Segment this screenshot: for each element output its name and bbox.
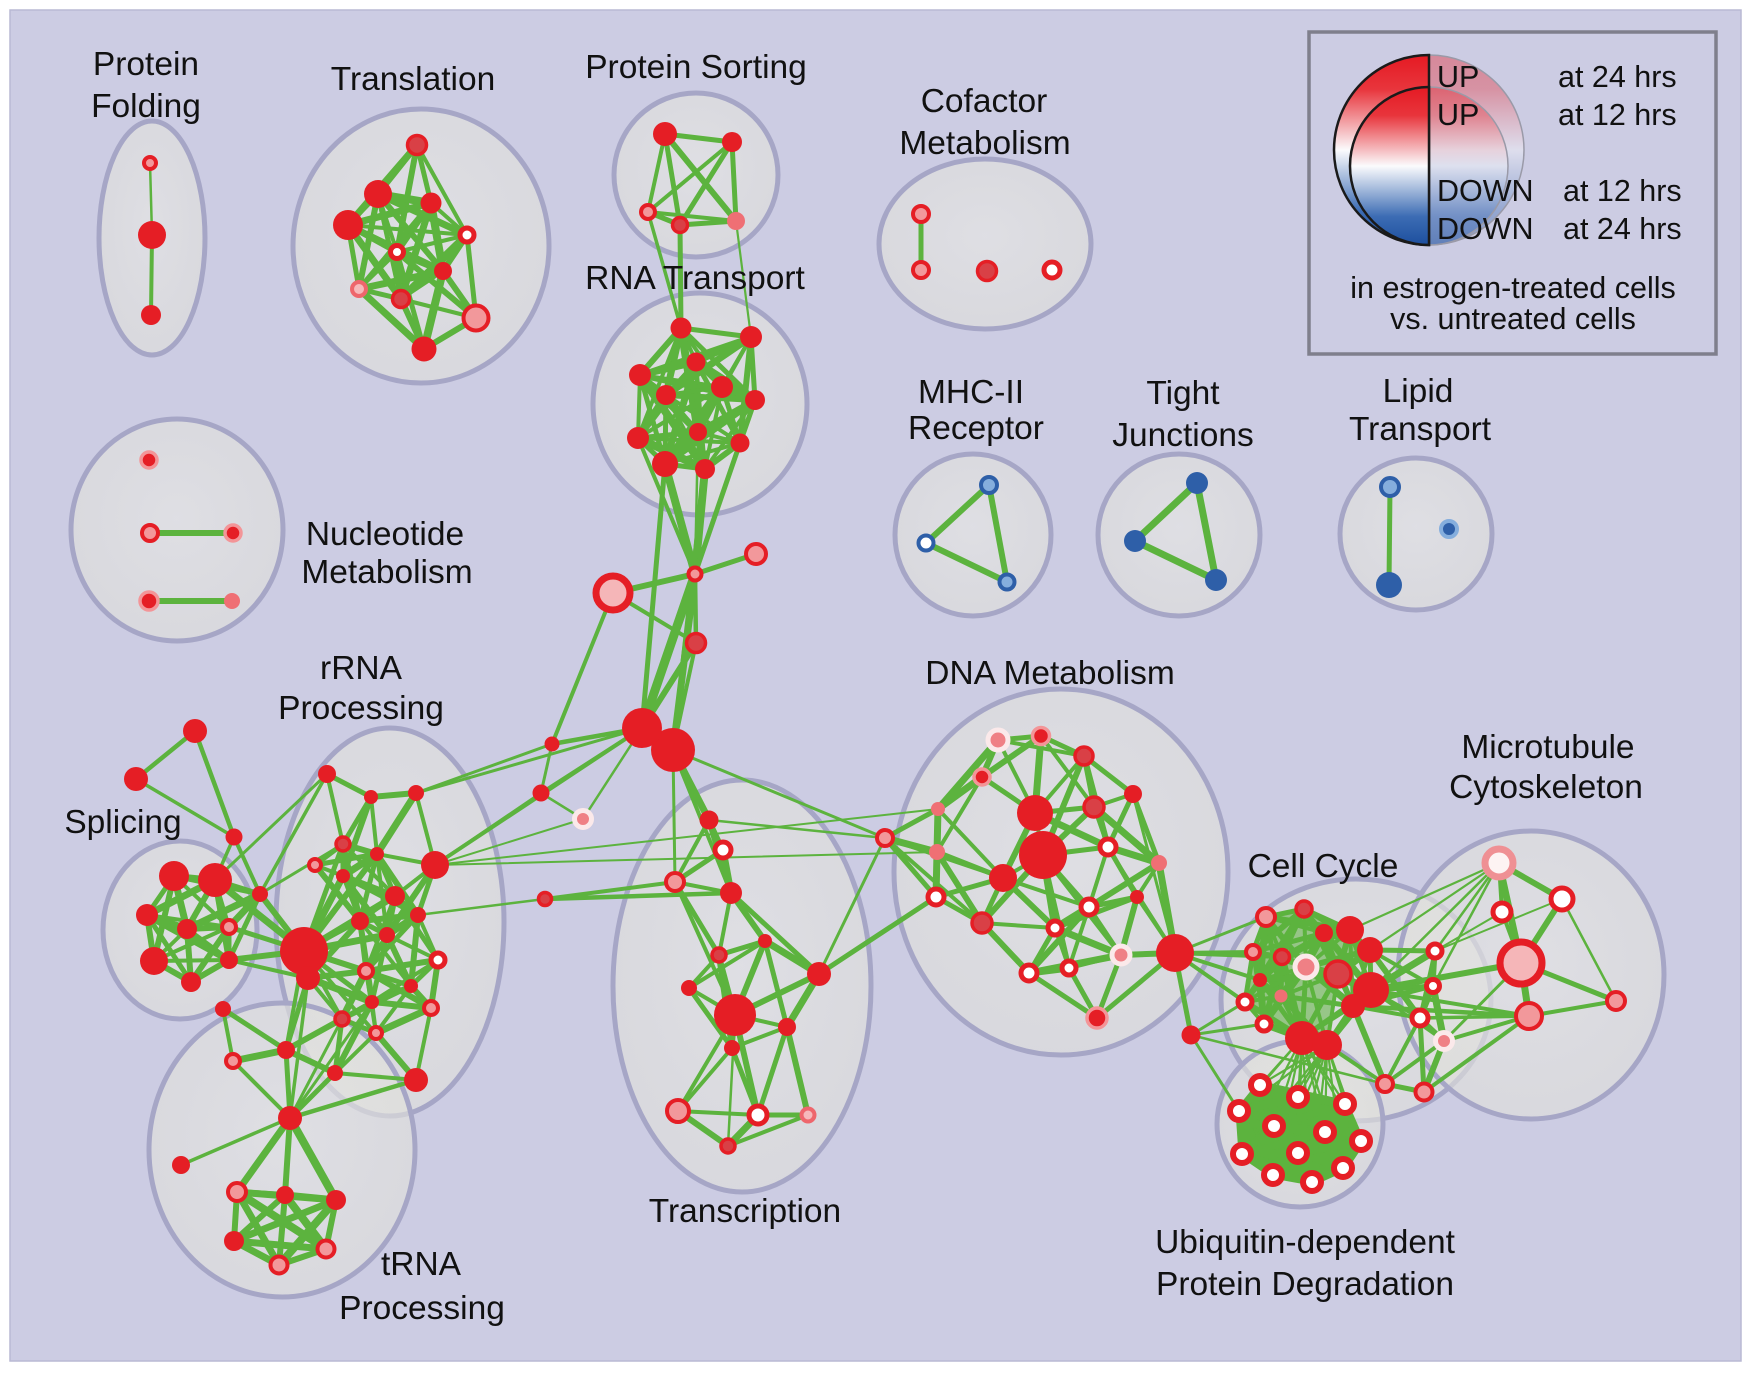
svg-text:Processing: Processing xyxy=(278,690,444,727)
svg-text:Receptor: Receptor xyxy=(908,410,1044,447)
svg-text:DNA Metabolism: DNA Metabolism xyxy=(925,655,1174,692)
svg-text:DOWN: DOWN xyxy=(1437,212,1534,246)
svg-text:Translation: Translation xyxy=(331,61,495,98)
svg-text:tRNA: tRNA xyxy=(381,1246,462,1283)
svg-text:Ubiquitin-dependent: Ubiquitin-dependent xyxy=(1155,1224,1456,1261)
svg-text:Splicing: Splicing xyxy=(64,804,181,841)
svg-text:RNA Transport: RNA Transport xyxy=(585,260,805,297)
svg-text:Processing: Processing xyxy=(339,1290,505,1327)
svg-text:Metabolism: Metabolism xyxy=(301,554,472,591)
svg-text:UP: UP xyxy=(1437,98,1479,132)
svg-text:Protein Degradation: Protein Degradation xyxy=(1156,1266,1454,1303)
svg-text:in estrogen-treated cells: in estrogen-treated cells xyxy=(1350,271,1676,305)
svg-text:Cytoskeleton: Cytoskeleton xyxy=(1449,769,1643,806)
svg-text:Transport: Transport xyxy=(1349,411,1492,448)
svg-text:Tight: Tight xyxy=(1146,375,1220,412)
svg-text:MHC-II: MHC-II xyxy=(918,374,1024,411)
svg-text:Cofactor: Cofactor xyxy=(921,83,1048,120)
svg-text:Transcription: Transcription xyxy=(649,1193,841,1230)
svg-text:at 12 hrs: at 12 hrs xyxy=(1558,98,1677,132)
svg-text:at 24 hrs: at 24 hrs xyxy=(1563,212,1682,246)
svg-text:Metabolism: Metabolism xyxy=(899,125,1070,162)
svg-text:at 12 hrs: at 12 hrs xyxy=(1563,174,1682,208)
svg-text:Cell Cycle: Cell Cycle xyxy=(1248,848,1399,885)
svg-text:DOWN: DOWN xyxy=(1437,174,1534,208)
svg-text:Junctions: Junctions xyxy=(1112,417,1254,454)
svg-text:Nucleotide: Nucleotide xyxy=(306,516,464,553)
svg-text:Lipid: Lipid xyxy=(1383,373,1454,410)
svg-text:Protein: Protein xyxy=(93,46,199,83)
svg-text:Folding: Folding xyxy=(91,88,201,125)
svg-text:vs. untreated cells: vs. untreated cells xyxy=(1390,302,1636,336)
svg-text:rRNA: rRNA xyxy=(320,650,403,687)
svg-text:Microtubule: Microtubule xyxy=(1461,729,1634,766)
svg-text:at 24 hrs: at 24 hrs xyxy=(1558,60,1677,94)
svg-text:Protein Sorting: Protein Sorting xyxy=(585,49,807,86)
svg-text:UP: UP xyxy=(1437,60,1479,94)
